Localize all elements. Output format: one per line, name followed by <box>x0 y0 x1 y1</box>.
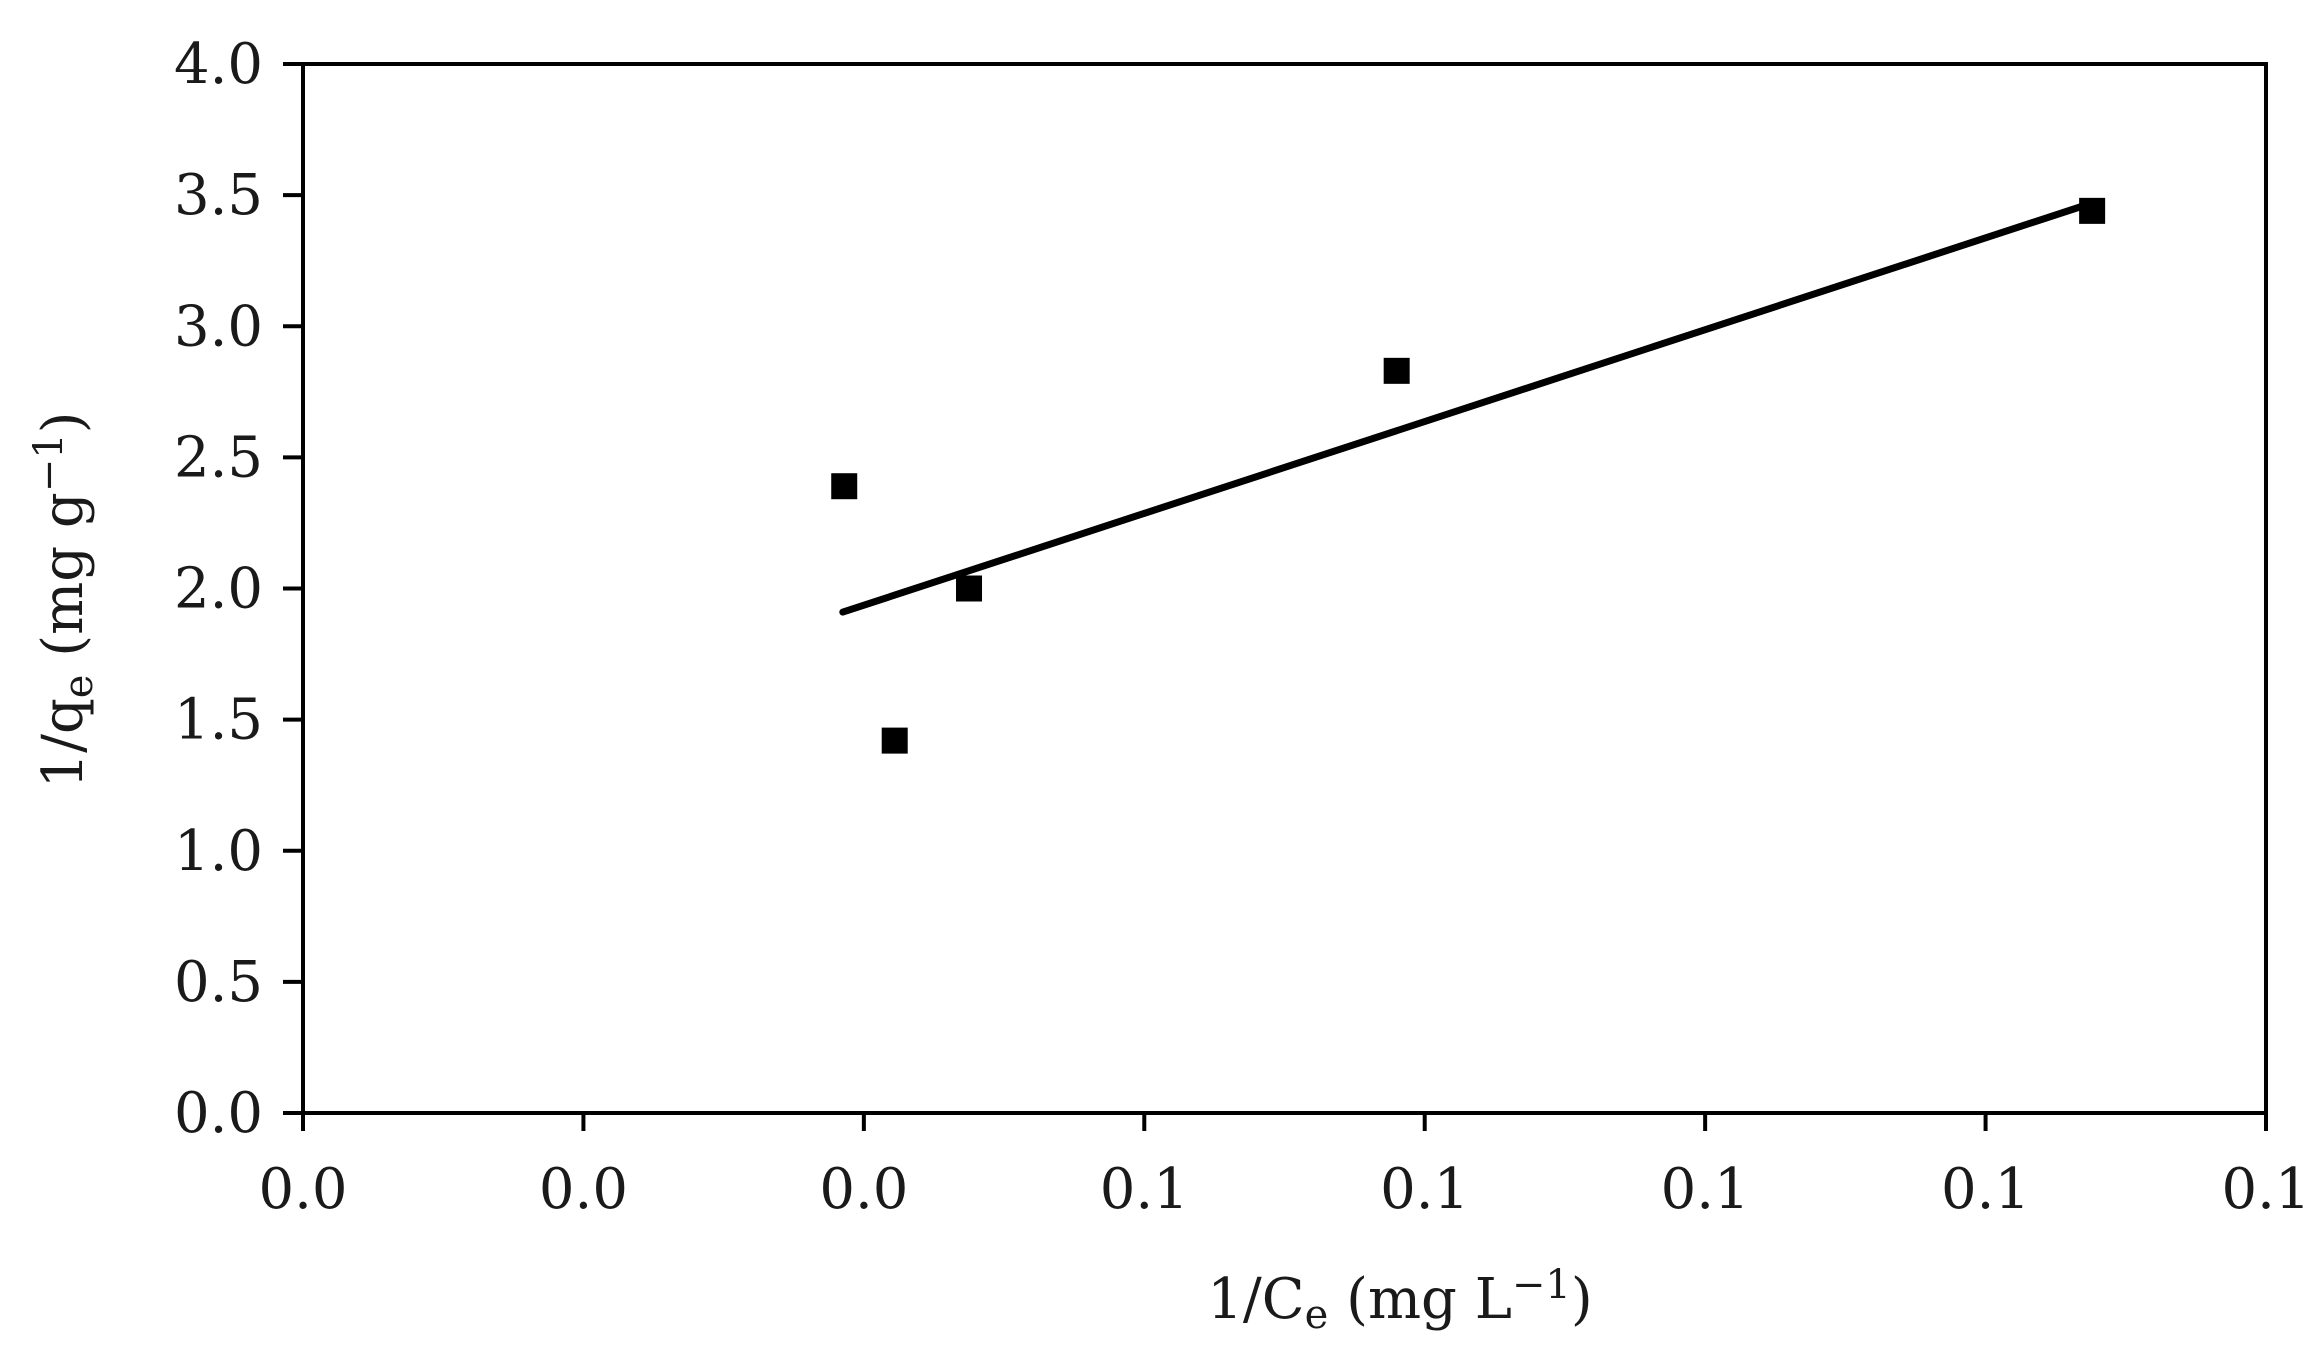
x-tick-label: 0.1 <box>1100 1157 1189 1222</box>
y-axis-ticks: 0.0 0.5 1.0 1.5 2.0 2.5 3.0 3.5 4.0 <box>174 32 303 1146</box>
data-point <box>831 473 858 500</box>
y-tick-label: 3.5 <box>174 163 263 228</box>
x-axis-title: 1/Ce (mg L−1) <box>1207 1262 1592 1338</box>
x-tick-label: 0.0 <box>539 1157 628 1222</box>
y-axis-title: 1/qe (mg g−1) <box>26 411 102 788</box>
x-tick-label: 0.0 <box>819 1157 908 1222</box>
y-tick-label: 4.0 <box>174 32 263 97</box>
y-tick-label: 0.5 <box>174 950 263 1015</box>
data-point <box>956 575 983 602</box>
x-axis-ticks: 0.0 0.0 0.0 0.1 0.1 0.1 0.1 0.1 <box>258 1113 2311 1222</box>
data-point <box>881 727 908 754</box>
trendline-group <box>839 199 2096 616</box>
x-tick-label: 0.1 <box>1380 1157 1469 1222</box>
trendline <box>839 199 2096 616</box>
axes <box>301 62 2268 1115</box>
y-tick-label: 2.5 <box>174 425 263 490</box>
y-tick-label: 1.5 <box>174 688 263 753</box>
x-tick-label: 0.1 <box>1661 1157 1750 1222</box>
x-tick-label: 0.0 <box>258 1157 347 1222</box>
data-points <box>831 197 2106 754</box>
data-point <box>2079 197 2106 224</box>
y-tick-label: 0.0 <box>174 1081 263 1146</box>
y-tick-label: 3.0 <box>174 294 263 359</box>
x-tick-label: 0.1 <box>1941 1157 2030 1222</box>
y-tick-label: 2.0 <box>174 557 263 622</box>
x-tick-label: 0.1 <box>2221 1157 2310 1222</box>
data-point <box>1383 357 1410 384</box>
plot-area-border <box>301 62 2268 1115</box>
y-tick-label: 1.0 <box>174 819 263 884</box>
